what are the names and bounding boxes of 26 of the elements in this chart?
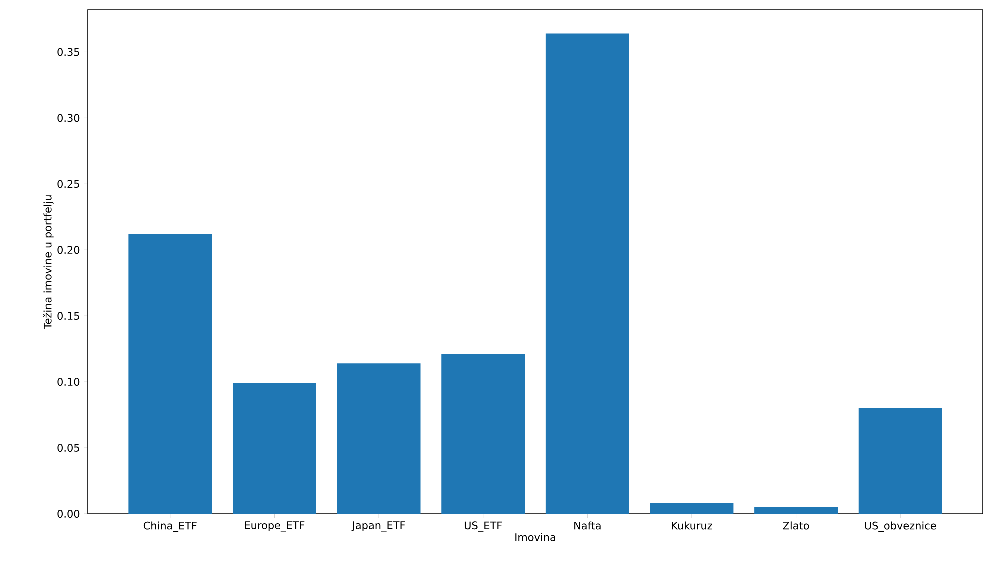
bar	[128, 234, 212, 514]
y-axis-title: Težina imovine u portfelju	[43, 196, 54, 330]
x-tick-label: US_ETF	[464, 522, 502, 532]
y-tick-label: 0.30	[58, 114, 80, 122]
bar	[858, 408, 942, 514]
bar	[232, 383, 316, 514]
x-tick-label: Nafta	[574, 522, 601, 530]
y-tick-label: 0.10	[58, 378, 80, 386]
x-tick-label: Japan_ETF	[352, 522, 406, 532]
x-tick-label: Europe_ETF	[245, 522, 305, 532]
y-tick-label: 0.00	[58, 510, 80, 518]
y-tick-label: 0.25	[58, 180, 80, 188]
x-tick-label: Kukuruz	[672, 522, 712, 530]
bar	[754, 507, 838, 514]
y-tick-label: 0.20	[58, 246, 80, 254]
bar	[337, 364, 421, 514]
x-tick-label: Zlato	[783, 522, 810, 530]
bar	[442, 354, 526, 514]
x-axis-title: Imovina	[516, 533, 556, 542]
x-tick-label: China_ETF	[144, 522, 197, 532]
y-tick-label: 0.35	[58, 48, 80, 56]
y-tick-label: 0.05	[58, 444, 80, 452]
bar	[650, 503, 734, 514]
bar	[546, 34, 630, 514]
x-tick-label: US_obveznice	[865, 522, 936, 532]
y-tick-label: 0.15	[58, 312, 80, 320]
